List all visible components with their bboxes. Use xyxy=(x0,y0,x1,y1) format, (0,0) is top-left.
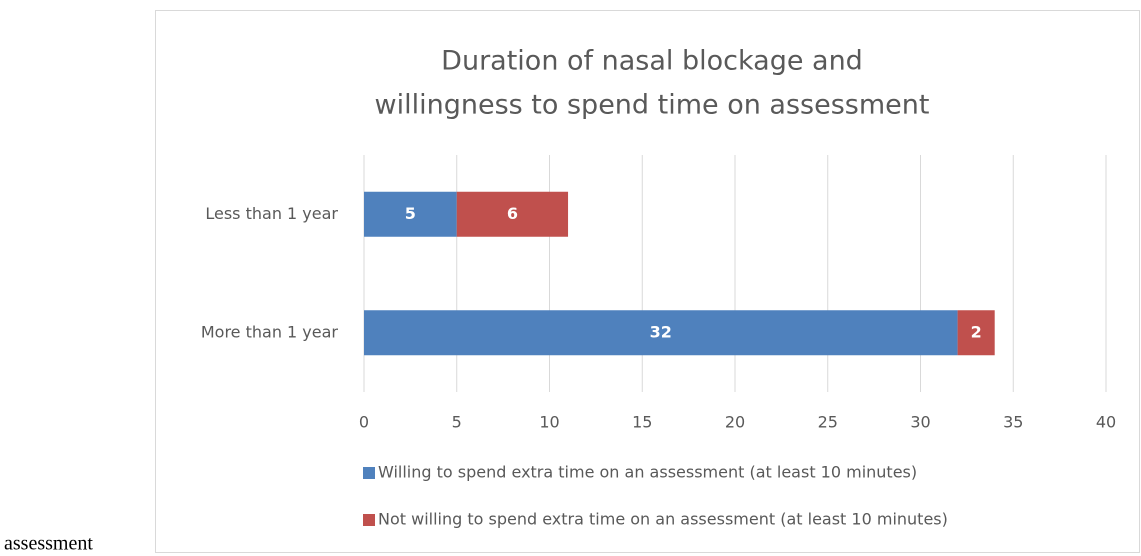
data-label: 2 xyxy=(971,322,982,341)
bar xyxy=(957,310,995,356)
bar xyxy=(364,310,958,356)
chart-title: willingness to spend time on assessment xyxy=(375,90,930,121)
data-label: 32 xyxy=(650,322,672,341)
y-tick-label: More than 1 year xyxy=(201,322,339,341)
legend-marker xyxy=(363,467,375,479)
x-tick-label: 5 xyxy=(452,413,462,432)
x-tick-label: 30 xyxy=(910,413,930,432)
data-label: 5 xyxy=(405,204,416,223)
legend-label: Not willing to spend extra time on an as… xyxy=(378,510,948,529)
x-tick-label: 35 xyxy=(1003,413,1023,432)
data-label: 6 xyxy=(507,204,518,223)
chart-title: Duration of nasal blockage and xyxy=(441,46,863,77)
legend-marker xyxy=(363,514,375,526)
x-tick-label: 0 xyxy=(359,413,369,432)
x-tick-label: 40 xyxy=(1096,413,1116,432)
y-tick-label: Less than 1 year xyxy=(205,204,338,223)
chart-frame xyxy=(155,10,1140,553)
x-tick-label: 10 xyxy=(539,413,559,432)
x-tick-label: 20 xyxy=(725,413,745,432)
caption: assessment xyxy=(4,533,93,555)
bar xyxy=(456,191,569,237)
x-tick-label: 15 xyxy=(632,413,652,432)
x-tick-label: 25 xyxy=(818,413,838,432)
bar xyxy=(364,191,457,237)
legend-label: Willing to spend extra time on an assess… xyxy=(378,463,917,482)
